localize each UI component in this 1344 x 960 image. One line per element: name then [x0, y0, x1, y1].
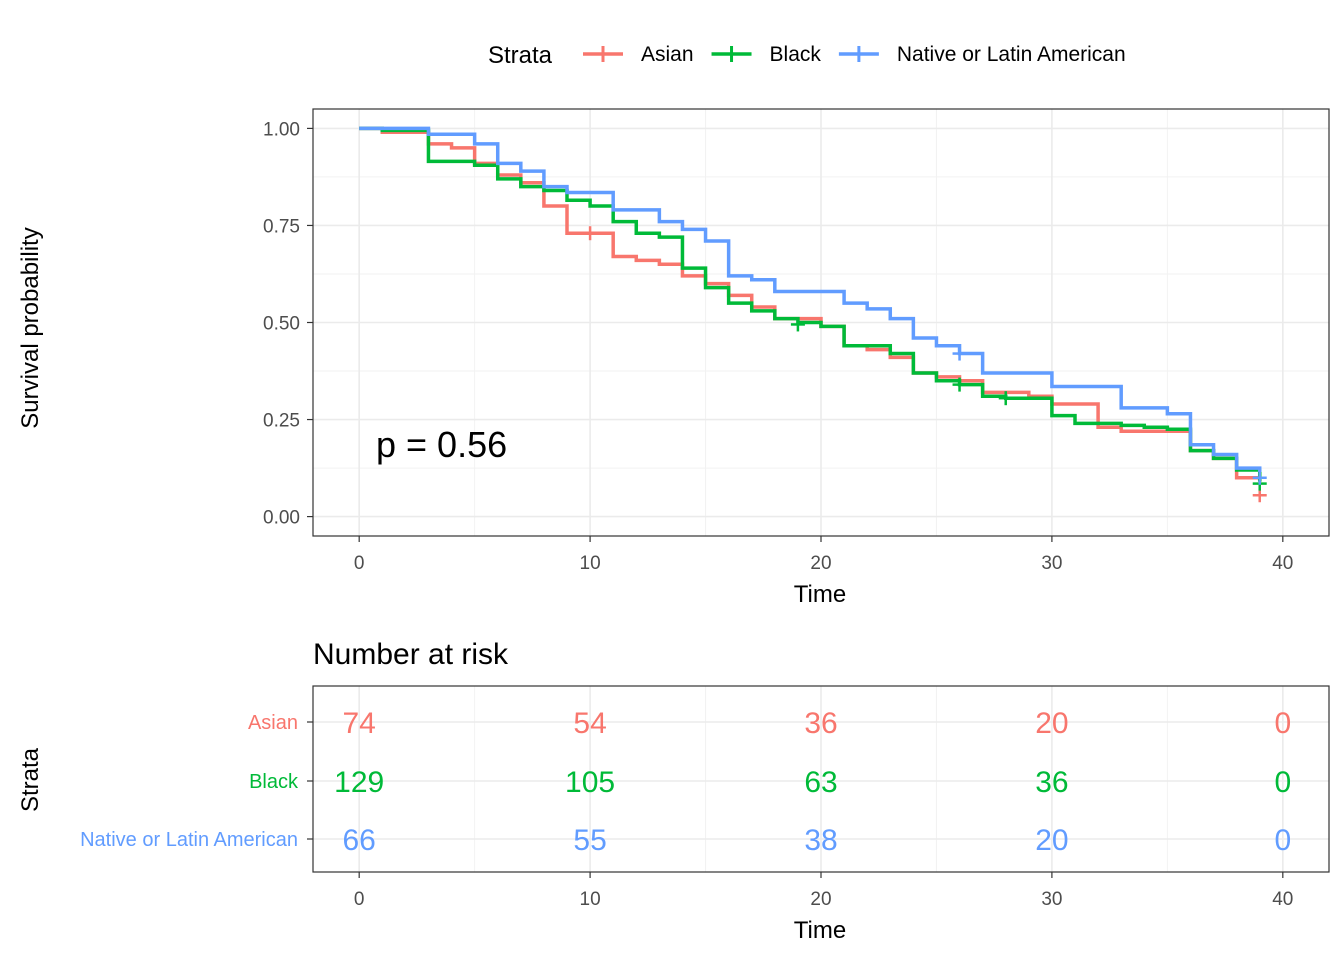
risk-x-tick-label: 10	[580, 889, 601, 910]
censor-mark	[952, 377, 967, 392]
y-tick-label: 1.00	[263, 119, 300, 140]
x-tick-label: 0	[354, 553, 365, 574]
censor-mark	[952, 346, 967, 361]
risk-count: 54	[573, 707, 606, 740]
x-tick-label: 30	[1041, 553, 1062, 574]
risk-y-axis-title: Strata	[17, 747, 44, 812]
risk-row-native-or-latin-american: Native or Latin American 66 55 38 20 0	[80, 824, 1291, 857]
risk-x-tick-label: 0	[354, 889, 365, 910]
risk-count: 0	[1274, 824, 1291, 857]
risk-count: 38	[804, 824, 837, 857]
risk-count: 20	[1035, 824, 1068, 857]
risk-count: 36	[1035, 766, 1068, 799]
risk-count: 20	[1035, 707, 1068, 740]
svg-text:Asian: Asian	[641, 43, 694, 66]
legend-title: Strata	[488, 42, 553, 69]
x-tick-label: 40	[1272, 553, 1293, 574]
risk-count: 74	[342, 707, 375, 740]
risk-table-title: Number at risk	[313, 638, 509, 671]
legend: Strata Asian Black Native or Latin America…	[488, 42, 1126, 69]
svg-text:Native or Latin American: Native or Latin American	[897, 43, 1126, 66]
risk-x-tick-label: 30	[1041, 889, 1062, 910]
censor-mark	[1252, 470, 1267, 485]
svg-text:Black: Black	[770, 43, 822, 66]
risk-count: 0	[1274, 766, 1291, 799]
risk-x-tick-label: 40	[1272, 889, 1293, 910]
risk-row-asian: Asian 74 54 36 20 0	[248, 707, 1291, 740]
y-tick-label: 0.25	[263, 411, 300, 432]
censor-mark	[998, 391, 1013, 406]
risk-row-black: Black 129 105 63 36 0	[249, 766, 1291, 799]
x-axis-title: Time	[794, 581, 846, 608]
series-line-black	[359, 126, 1262, 482]
risk-count: 105	[565, 766, 615, 799]
y-tick-label: 0.00	[263, 508, 300, 529]
legend-item-native-or-latin-american: Native or Latin American	[838, 43, 1126, 66]
risk-count: 63	[804, 766, 837, 799]
risk-row-label: Asian	[248, 712, 298, 734]
legend-item-asian: Asian	[583, 43, 694, 66]
risk-x-tick-label: 20	[810, 889, 831, 910]
risk-row-label: Black	[249, 771, 299, 793]
risk-x-axis-title: Time	[794, 917, 846, 944]
pvalue-annotation: p = 0.56	[376, 424, 507, 465]
x-tick-label: 10	[580, 553, 601, 574]
risk-row-label: Native or Latin American	[80, 829, 298, 851]
risk-count: 129	[334, 766, 384, 799]
y-axis-title: Survival probability	[17, 227, 44, 428]
risk-count: 36	[804, 707, 837, 740]
y-tick-label: 0.50	[263, 314, 300, 335]
legend-item-black: Black	[711, 43, 822, 66]
y-tick-label: 0.75	[263, 216, 300, 237]
censor-mark	[583, 226, 598, 241]
x-tick-label: 20	[810, 553, 831, 574]
series-line-native-or-latin-american	[359, 126, 1262, 472]
survival-plot-panel: 0.000.250.500.751.00 0 10 20 30 40 p = 0.56 …	[17, 108, 1330, 608]
censor-mark	[790, 317, 805, 332]
risk-count: 0	[1274, 707, 1291, 740]
risk-count: 66	[342, 824, 375, 857]
risk-count: 55	[573, 824, 606, 857]
